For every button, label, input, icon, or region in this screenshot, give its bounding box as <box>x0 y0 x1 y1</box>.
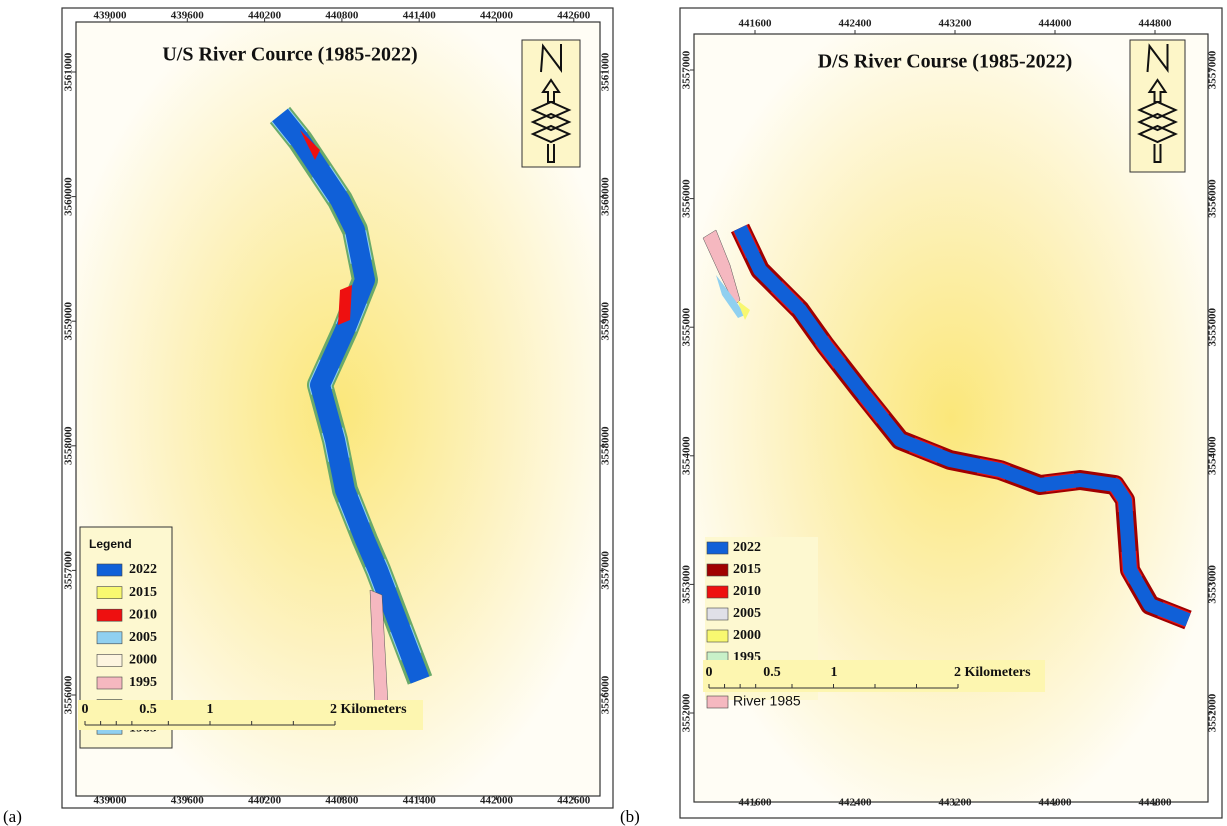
map-title: D/S River Course (1985-2022) <box>818 51 1073 73</box>
x-tick-label: 442400 <box>839 18 873 30</box>
legend-swatch <box>96 676 123 690</box>
scale-bar-bg <box>703 660 1045 692</box>
legend-swatch <box>96 631 123 645</box>
panel-label: (a) <box>3 807 22 826</box>
scale-bar-label: 0.5 <box>139 702 157 717</box>
panel-label: (b) <box>620 807 640 826</box>
x-tick-label: 440800 <box>325 795 359 807</box>
y-tick-label: 3560000 <box>600 177 612 216</box>
legend-label: 2000 <box>733 628 761 643</box>
y-tick-label: 3555000 <box>1207 307 1219 346</box>
legend-label: 2000 <box>129 653 157 668</box>
x-tick-label: 439000 <box>94 10 128 22</box>
scale-bar-label: 0 <box>82 702 89 717</box>
x-tick-label: 441600 <box>739 797 773 809</box>
legend-label: 2005 <box>129 630 157 645</box>
y-tick-label: 3557000 <box>63 551 75 590</box>
x-tick-label: 440200 <box>248 10 282 22</box>
y-tick-label: 3559000 <box>600 301 612 340</box>
x-tick-label: 444800 <box>1139 18 1173 30</box>
legend-swatch <box>706 695 729 709</box>
legend-swatch <box>96 608 123 622</box>
legend-label: 2022 <box>733 540 761 555</box>
legend-label: 2015 <box>129 585 157 600</box>
legend-swatch <box>706 629 729 643</box>
y-tick-label: 3556000 <box>63 675 75 714</box>
y-tick-label: 3558000 <box>600 426 612 465</box>
y-tick-label: 3554000 <box>681 436 693 475</box>
y-tick-label: 3557000 <box>600 551 612 590</box>
legend-swatch <box>706 563 729 577</box>
x-tick-label: 442600 <box>557 10 591 22</box>
river-old <box>737 300 750 320</box>
x-tick-label: 439600 <box>171 10 205 22</box>
map-title: U/S River Cource (1985-2022) <box>162 44 417 66</box>
scale-bar-label: 2 Kilometers <box>330 702 407 717</box>
legend-label: 2010 <box>733 584 761 599</box>
x-tick-label: 441600 <box>739 18 773 30</box>
river-patch <box>300 130 352 325</box>
river-old <box>716 275 745 318</box>
river-2022 <box>272 108 430 684</box>
y-tick-label: 3557000 <box>1207 50 1219 89</box>
x-tick-label: 444000 <box>1039 18 1073 30</box>
scale-bar-label: 1 <box>831 665 838 680</box>
y-tick-label: 3552000 <box>681 693 693 732</box>
scale-bar-label: 0.5 <box>763 665 781 680</box>
x-tick-label: 442000 <box>480 795 514 807</box>
y-tick-label: 3560000 <box>63 177 75 216</box>
x-tick-label: 442000 <box>480 10 514 22</box>
north-arrow <box>530 43 572 163</box>
x-tick-label: 443200 <box>939 797 973 809</box>
x-tick-label: 441400 <box>403 10 437 22</box>
y-tick-label: 3556000 <box>681 179 693 218</box>
x-tick-label: 439600 <box>171 795 205 807</box>
y-tick-label: 3556000 <box>600 675 612 714</box>
scale-bar-label: 0 <box>706 665 713 680</box>
y-tick-label: 3558000 <box>63 426 75 465</box>
x-tick-label: 444000 <box>1039 797 1073 809</box>
scale-bar-label: 1 <box>207 702 214 717</box>
legend-label: 2015 <box>733 562 761 577</box>
y-tick-label: 3553000 <box>1207 565 1219 604</box>
north-arrow <box>1137 43 1178 163</box>
legend-swatch <box>96 586 123 599</box>
y-tick-label: 3559000 <box>63 301 75 340</box>
legend-label: River 1985 <box>733 693 801 709</box>
river-old <box>702 229 741 306</box>
y-tick-label: 3557000 <box>681 50 693 89</box>
x-tick-label: 441400 <box>403 795 437 807</box>
map-panel: (a) 439000 439000 439600 439600 440200 440200 4… <box>3 7 614 826</box>
scale-bar-label: 2 Kilometers <box>954 665 1031 680</box>
north-arrow-box <box>1129 39 1186 173</box>
x-tick-label: 442400 <box>839 797 873 809</box>
y-tick-label: 3561000 <box>63 52 75 91</box>
legend-label: 2010 <box>129 607 157 622</box>
x-tick-label: 443200 <box>939 18 973 30</box>
y-tick-label: 3553000 <box>681 565 693 604</box>
river-2022 <box>733 224 1191 627</box>
legend-label: 2005 <box>733 606 761 621</box>
y-tick-label: 3552000 <box>1207 693 1219 732</box>
x-tick-label: 439000 <box>94 795 128 807</box>
x-tick-label: 440800 <box>325 10 359 22</box>
x-tick-label: 442600 <box>557 795 591 807</box>
y-tick-label: 3561000 <box>600 52 612 91</box>
y-tick-label: 3555000 <box>681 307 693 346</box>
legend-title: Legend <box>89 537 132 551</box>
legend-label: 1995 <box>129 675 157 690</box>
legend-swatch <box>706 541 729 555</box>
legend-swatch <box>706 607 729 621</box>
legend-swatch <box>96 563 123 577</box>
map-panel: (b) 441600 441600 442400 442400 443200 443200 4… <box>620 7 1223 826</box>
legend-swatch <box>96 654 123 667</box>
north-arrow-box <box>521 39 581 168</box>
legend-label: 2022 <box>129 562 157 577</box>
y-tick-label: 3556000 <box>1207 179 1219 218</box>
x-tick-label: 440200 <box>248 795 282 807</box>
y-tick-label: 3554000 <box>1207 436 1219 475</box>
legend-swatch <box>706 585 729 599</box>
x-tick-label: 444800 <box>1139 797 1173 809</box>
